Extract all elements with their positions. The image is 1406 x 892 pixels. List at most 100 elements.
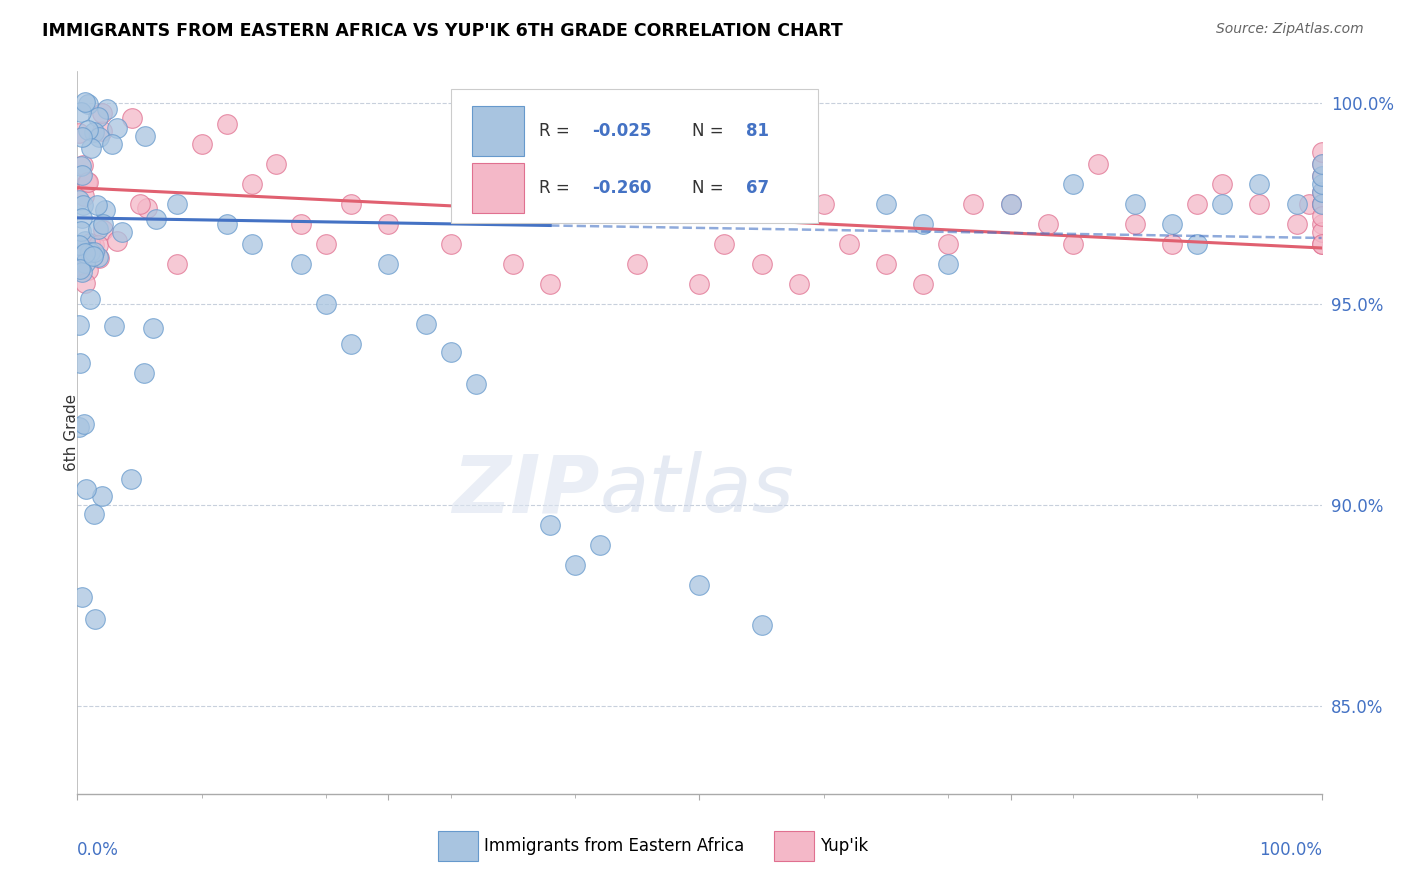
Point [1310,197,1333,211]
Point [73,95,96,109]
Text: Source: ZipAtlas.com: Source: ZipAtlas.com [1216,22,1364,37]
Point [215,117,238,131]
Point [875,257,897,271]
Point [76,262,98,277]
Point [440,237,463,252]
FancyBboxPatch shape [472,105,524,156]
Point [67,193,90,207]
Point [1310,169,1333,183]
Point [240,177,263,191]
Point [69,224,91,238]
Point [73,276,96,290]
Point [87,238,110,252]
Point [1161,237,1184,252]
Point [80,141,103,155]
Point [340,197,363,211]
Text: 81: 81 [745,122,769,140]
Point [266,157,288,171]
Text: N =: N = [692,122,728,140]
Point [1211,177,1233,191]
Text: 67: 67 [745,179,769,197]
Text: -0.260: -0.260 [592,179,652,197]
Point [120,472,142,486]
Text: ZIP: ZIP [453,451,600,530]
Point [87,221,110,235]
Point [77,175,100,189]
Point [72,130,94,145]
Point [75,482,97,496]
Y-axis label: 6th Grade: 6th Grade [65,394,79,471]
Point [87,130,110,145]
Point [1000,197,1022,211]
Point [191,136,214,151]
Point [938,257,960,271]
Point [67,260,90,274]
Point [315,237,337,252]
Point [912,277,935,292]
Point [962,197,984,211]
Point [70,590,93,604]
Point [132,366,155,380]
Point [67,259,90,273]
Point [83,507,105,521]
Point [94,203,117,218]
Point [76,123,98,137]
Point [838,237,860,252]
Point [689,578,711,592]
Point [86,198,108,212]
Point [1062,237,1084,252]
Point [90,490,112,504]
Point [938,237,960,252]
Text: N =: N = [692,179,728,197]
Point [1187,197,1209,211]
Point [713,237,735,252]
Point [1310,197,1333,211]
Point [142,321,165,335]
Point [73,189,96,203]
Text: 0.0%: 0.0% [77,841,120,859]
Point [87,250,110,264]
Point [72,198,94,212]
Point [464,377,486,392]
Point [67,243,90,257]
Point [136,201,159,215]
Point [82,249,104,263]
Point [1123,197,1146,211]
Point [111,225,134,239]
Point [70,105,93,120]
Point [1310,197,1333,211]
Point [76,97,98,112]
Point [1161,217,1184,231]
Point [103,318,125,333]
Point [1310,169,1333,183]
Point [1310,177,1333,191]
Point [67,318,90,332]
Bar [775,830,814,861]
Point [67,246,90,260]
Point [1310,225,1333,239]
Point [70,168,93,182]
Point [79,236,101,251]
Point [1087,157,1109,171]
Point [538,277,561,292]
Point [240,237,263,252]
Point [787,277,810,292]
Point [91,124,114,138]
Point [290,217,312,231]
Point [290,257,312,271]
Point [1062,177,1084,191]
Point [564,558,586,573]
Point [105,120,128,135]
Point [73,417,96,431]
Point [69,356,91,370]
Point [67,419,90,434]
Point [67,127,90,141]
Text: R =: R = [538,179,575,197]
Point [84,612,107,626]
Point [1310,209,1333,223]
Point [589,538,612,552]
Point [79,292,101,306]
Point [100,136,122,151]
Point [134,129,156,144]
Point [751,257,773,271]
